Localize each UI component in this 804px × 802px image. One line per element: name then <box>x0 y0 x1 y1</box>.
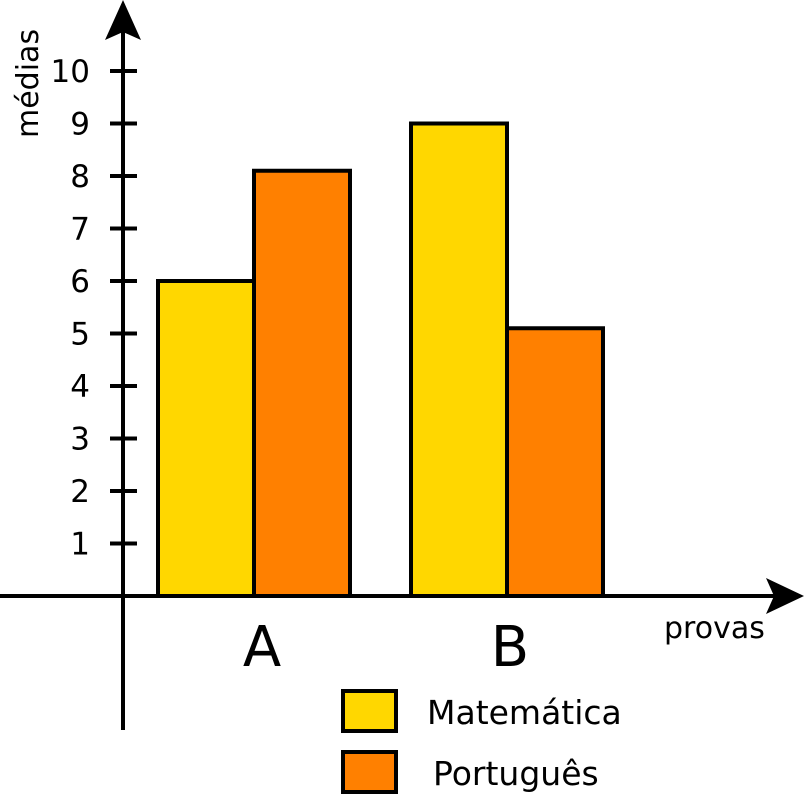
bar-b-portugues <box>505 326 605 598</box>
y-ticks-group: 1 2 3 4 5 6 7 8 9 10 <box>51 54 137 563</box>
x-axis-title: provas <box>664 611 765 646</box>
bar-a-matematica <box>156 279 256 598</box>
bars-group <box>156 121 605 598</box>
y-tick-label-5: 5 <box>70 317 90 353</box>
y-axis-arrow <box>105 0 141 40</box>
y-tick-label-8: 8 <box>70 159 90 195</box>
legend-swatch-matematica <box>341 689 398 733</box>
x-axis-arrow <box>766 578 804 614</box>
y-axis-title: médias <box>11 29 46 138</box>
y-tick-label-4: 4 <box>70 369 90 405</box>
y-tick-label-2: 2 <box>70 474 90 510</box>
y-tick-label-7: 7 <box>70 212 90 248</box>
legend: Matemática Português <box>341 689 622 794</box>
bar-b-matematica <box>409 121 509 598</box>
axes-group <box>0 0 804 730</box>
category-label-a: A <box>243 615 281 680</box>
y-tick-label-3: 3 <box>70 422 90 458</box>
y-tick-label-1: 1 <box>70 527 90 563</box>
legend-label-portugues: Português <box>433 754 599 793</box>
bar-a-portugues <box>252 168 352 598</box>
y-tick-label-10: 10 <box>51 54 90 90</box>
y-tick-label-9: 9 <box>70 107 90 143</box>
legend-swatch-portugues <box>341 750 398 794</box>
legend-label-matematica: Matemática <box>427 693 622 732</box>
y-tick-label-6: 6 <box>70 264 90 300</box>
category-label-b: B <box>491 615 529 680</box>
